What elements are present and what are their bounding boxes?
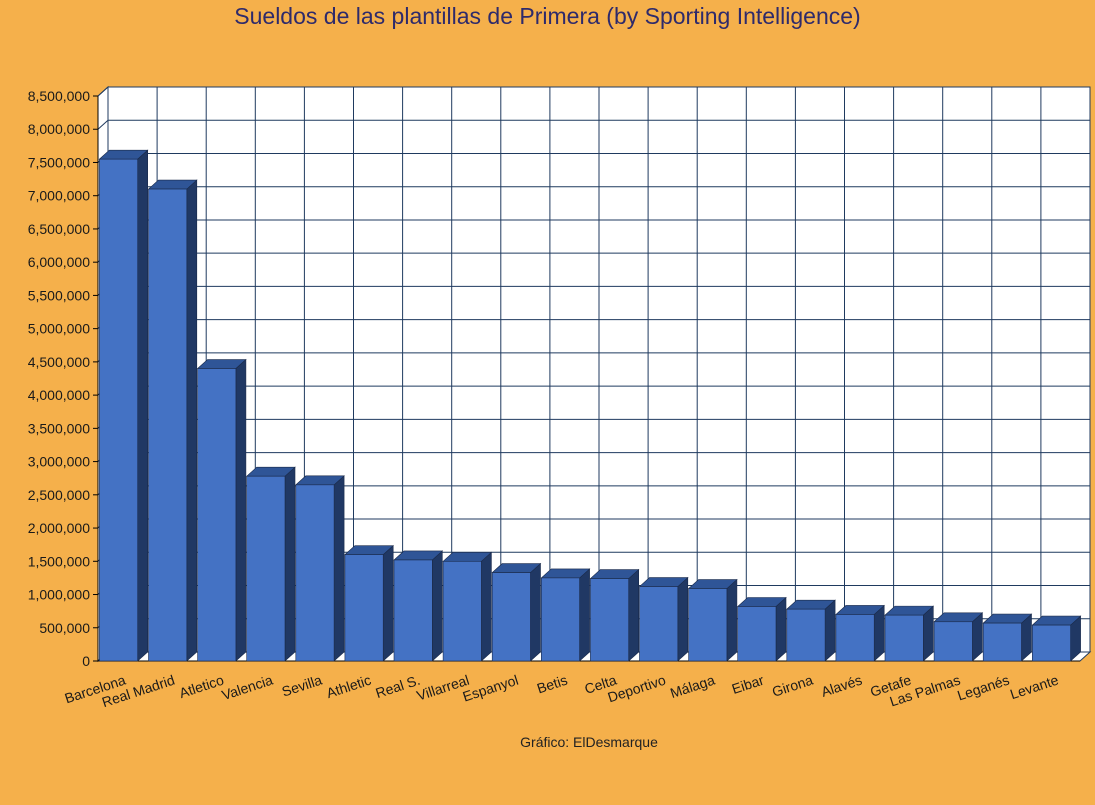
bar-front bbox=[639, 586, 679, 662]
y-tick-label: 5,000,000 bbox=[28, 321, 90, 337]
bar bbox=[442, 551, 493, 662]
bar bbox=[98, 149, 149, 662]
bar-front bbox=[982, 622, 1022, 662]
bar bbox=[687, 578, 738, 662]
bar-side bbox=[873, 604, 885, 662]
y-tick-label: 4,000,000 bbox=[28, 387, 90, 403]
bar-side bbox=[726, 578, 738, 662]
x-tick-label: Betis bbox=[535, 672, 570, 697]
bar bbox=[933, 612, 984, 662]
bar bbox=[982, 613, 1033, 662]
bar-side bbox=[775, 596, 787, 662]
chart-credit: Gráfico: ElDesmarque bbox=[520, 734, 658, 750]
bar-front bbox=[148, 188, 188, 662]
bar bbox=[540, 568, 591, 662]
bar bbox=[196, 358, 247, 662]
bar-side bbox=[677, 576, 689, 662]
bar-front bbox=[884, 614, 924, 662]
y-tick-label: 0 bbox=[82, 653, 90, 669]
bar-front bbox=[933, 621, 973, 662]
y-tick-label: 6,500,000 bbox=[28, 221, 90, 237]
x-tick-label: Leganés bbox=[955, 672, 1011, 704]
bar-side bbox=[628, 568, 639, 662]
bar-side bbox=[481, 551, 492, 662]
y-tick-label: 4,500,000 bbox=[28, 354, 90, 370]
y-tick-label: 2,500,000 bbox=[28, 487, 90, 503]
bar bbox=[589, 568, 640, 662]
y-tick-label: 7,500,000 bbox=[28, 154, 90, 170]
y-axis-ticks: 0 500,000 1,000,000 1,500,000 2,000,000 2,500… bbox=[28, 88, 1080, 669]
bar-side bbox=[333, 475, 345, 662]
x-tick-label: Levante bbox=[1008, 672, 1061, 703]
y-tick-label: 1,500,000 bbox=[28, 553, 90, 569]
x-tick-label: Athletic bbox=[324, 672, 373, 701]
bar bbox=[786, 599, 836, 662]
y-tick-label: 8,000,000 bbox=[28, 121, 90, 137]
bar-side bbox=[579, 568, 590, 662]
y-tick-label: 8,500,000 bbox=[28, 88, 90, 104]
bar-side bbox=[824, 599, 836, 662]
bar-side bbox=[922, 605, 934, 662]
bar bbox=[736, 596, 787, 662]
x-tick-label: Real S. bbox=[373, 672, 422, 701]
bar-front bbox=[491, 572, 531, 662]
bar-front bbox=[541, 577, 580, 662]
bar bbox=[884, 605, 935, 662]
grid-line-depth bbox=[97, 119, 109, 130]
bar-front bbox=[1032, 624, 1071, 662]
x-tick-label: Girona bbox=[770, 672, 815, 700]
bar bbox=[295, 475, 345, 662]
bar bbox=[491, 562, 542, 662]
bar bbox=[245, 466, 296, 662]
bar-side bbox=[382, 544, 394, 662]
x-tick-label: Espanyol bbox=[461, 672, 521, 705]
y-tick-label: 2,000,000 bbox=[28, 520, 90, 536]
bar-front bbox=[344, 554, 384, 662]
x-tick-label: Atletico bbox=[177, 672, 226, 701]
bar-side bbox=[235, 358, 247, 662]
bar-front bbox=[197, 368, 237, 662]
bar-front bbox=[835, 614, 875, 662]
x-tick-label: Eibar bbox=[730, 672, 766, 697]
x-tick-label: Sevilla bbox=[280, 672, 324, 700]
bar-front bbox=[99, 158, 138, 662]
y-tick-label: 3,000,000 bbox=[28, 454, 90, 470]
grid-line-depth bbox=[97, 86, 109, 97]
bars bbox=[98, 149, 1082, 662]
y-tick-label: 3,500,000 bbox=[28, 420, 90, 436]
bar bbox=[835, 604, 885, 662]
chart-title: Sueldos de las plantillas de Primera (by… bbox=[234, 3, 861, 29]
bar-side bbox=[186, 179, 198, 662]
bar bbox=[1031, 615, 1082, 662]
x-tick-label: Alavés bbox=[819, 672, 864, 700]
bar-front bbox=[737, 606, 777, 662]
bar-front bbox=[246, 475, 286, 662]
bar bbox=[393, 550, 444, 662]
bar bbox=[344, 544, 394, 662]
bar-front bbox=[590, 578, 629, 662]
bar-side bbox=[431, 550, 443, 662]
y-tick-label: 6,000,000 bbox=[28, 254, 90, 270]
bar bbox=[638, 576, 689, 662]
x-tick-label: Valencia bbox=[220, 672, 275, 704]
bar-front bbox=[393, 559, 433, 662]
y-tick-label: 500,000 bbox=[39, 620, 90, 636]
bar bbox=[147, 179, 198, 662]
bar-front bbox=[442, 560, 482, 662]
bar-side bbox=[284, 466, 296, 662]
y-tick-label: 7,000,000 bbox=[28, 188, 90, 204]
bar-front bbox=[295, 484, 335, 662]
y-tick-label: 5,500,000 bbox=[28, 287, 90, 303]
x-tick-label: Málaga bbox=[668, 672, 717, 701]
bar-front bbox=[688, 588, 728, 662]
bar-side bbox=[137, 149, 148, 662]
y-tick-label: 1,000,000 bbox=[28, 587, 90, 603]
bar-side bbox=[530, 562, 541, 662]
bar-front bbox=[786, 608, 826, 662]
